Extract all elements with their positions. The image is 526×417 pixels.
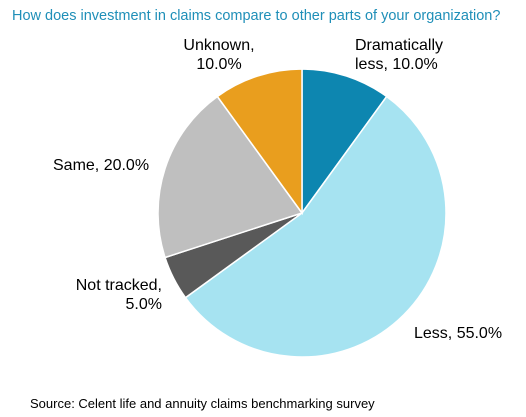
- slice-label-unknown: Unknown, 10.0%: [178, 36, 260, 74]
- slice-label-not-tracked-line1: Not tracked,: [75, 277, 162, 294]
- slice-label-not-tracked: Not tracked, 5.0%: [70, 276, 162, 314]
- slice-label-less-line1: Less, 55.0%: [414, 325, 503, 342]
- slice-label-unknown-line2: 10.0%: [196, 56, 242, 73]
- slice-label-not-tracked-line2: 5.0%: [125, 296, 162, 313]
- pie-slice-unknown: [216, 68, 303, 216]
- slice-label-dramatically-less: Dramatically less, 10.0%: [355, 36, 443, 74]
- slice-label-dramatically-less-line1: Dramatically: [355, 37, 444, 54]
- pie-slice-less: [184, 95, 447, 358]
- pie-slice-dramatically-less: [301, 68, 388, 216]
- slice-label-same-line1: Same, 20.0%: [53, 157, 150, 174]
- slice-label-unknown-line1: Unknown,: [183, 37, 255, 54]
- pie-slice-same: [157, 95, 304, 259]
- slice-label-less: Less, 55.0%: [414, 324, 502, 343]
- source-note: Source: Celent life and annuity claims b…: [30, 396, 375, 411]
- chart-title: How does investment in claims compare to…: [12, 8, 501, 24]
- slice-label-same: Same, 20.0%: [53, 156, 149, 175]
- slice-label-dramatically-less-line2: less, 10.0%: [355, 56, 438, 73]
